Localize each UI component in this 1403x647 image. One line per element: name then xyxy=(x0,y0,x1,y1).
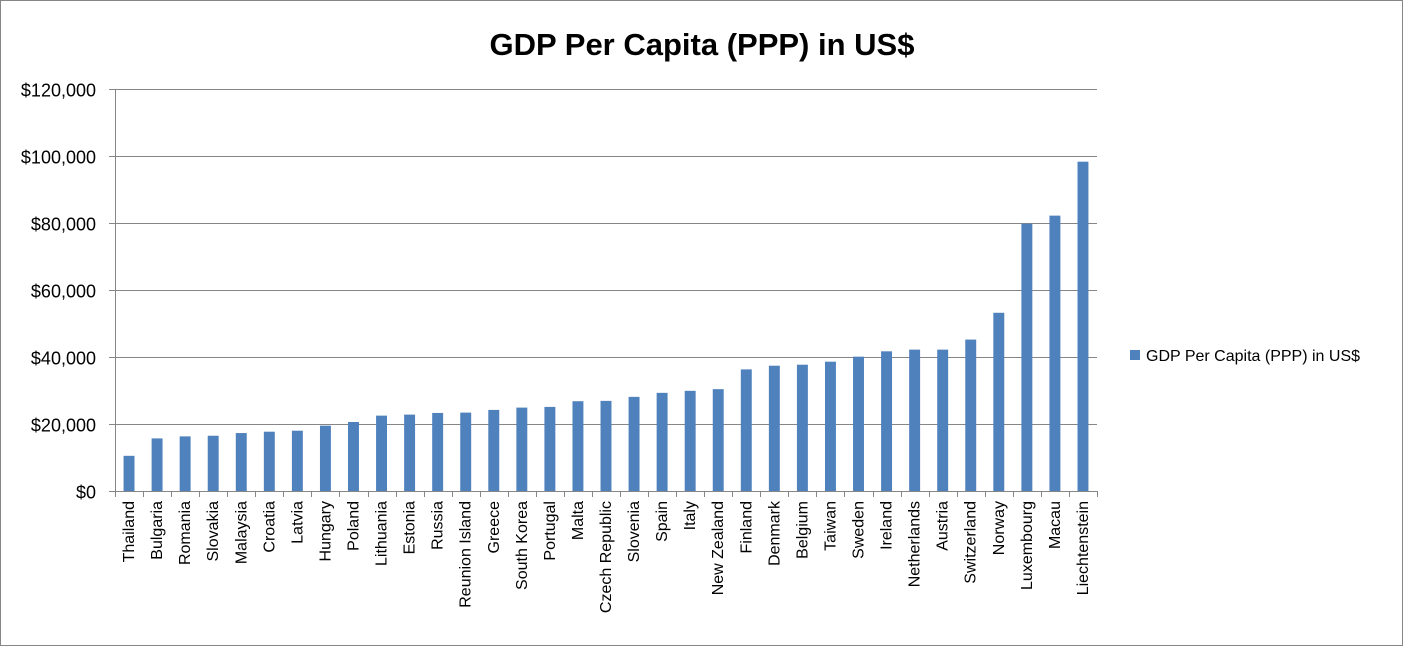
x-tick-label: Latvia xyxy=(289,501,306,544)
bar-sweden xyxy=(853,356,864,491)
bar-poland xyxy=(348,421,359,491)
x-tick-label: Greece xyxy=(486,501,503,554)
x-tick-label: Macau xyxy=(1047,501,1064,549)
legend: GDP Per Capita (PPP) in US$ xyxy=(1130,348,1360,365)
x-tick-label: Ireland xyxy=(879,501,896,550)
bar-hungary xyxy=(319,425,331,491)
bar-romania xyxy=(179,436,191,491)
x-tick-label: Luxembourg xyxy=(1019,501,1036,590)
x-tick-label: New Zealand xyxy=(710,501,727,595)
bar-luxembourg xyxy=(1021,223,1033,492)
x-tick-label: Russia xyxy=(430,501,447,550)
bar-denmark xyxy=(768,365,780,491)
bar-malaysia xyxy=(235,433,247,491)
x-tick-label: Liechtenstein xyxy=(1075,501,1092,595)
bar-croatia xyxy=(263,431,275,491)
bar-belgium xyxy=(796,364,808,491)
y-tick-label: $0 xyxy=(76,483,96,503)
bar-greece xyxy=(488,409,500,491)
x-tick-label: Taiwan xyxy=(822,501,839,551)
x-tick-label: Switzerland xyxy=(963,501,980,584)
bar-bulgaria xyxy=(151,438,163,491)
axes xyxy=(109,89,1098,497)
bar-switzerland xyxy=(965,339,977,491)
x-tick-label: Romania xyxy=(177,501,194,565)
bar-estonia xyxy=(404,414,416,491)
bar-reunion-island xyxy=(460,412,472,491)
y-tick-label: $20,000 xyxy=(31,416,96,436)
bar-finland xyxy=(740,369,752,491)
x-tick-label: Croatia xyxy=(261,501,278,553)
bar-lithuania xyxy=(376,415,388,492)
y-axis-tick-labels: $0 $20,000 $40,000 $60,000 $80,000 $100,000 $1… xyxy=(21,81,96,503)
bar-macau xyxy=(1049,215,1061,491)
bar-ireland xyxy=(881,351,893,491)
bar-thailand xyxy=(123,455,135,491)
bar-latvia xyxy=(291,430,303,491)
bar-portugal xyxy=(544,406,556,491)
chart-title: GDP Per Capita (PPP) in US$ xyxy=(490,27,915,62)
y-tick-label: $100,000 xyxy=(21,148,96,168)
y-tick-label: $80,000 xyxy=(31,215,96,235)
bars xyxy=(123,161,1089,492)
bar-new-zealand xyxy=(712,389,724,491)
x-tick-label: Austria xyxy=(935,501,952,551)
y-tick-label: $120,000 xyxy=(21,81,96,101)
bar-spain xyxy=(656,392,668,491)
x-tick-label: Poland xyxy=(345,501,362,551)
x-tick-label: Netherlands xyxy=(907,501,924,587)
bar-norway xyxy=(993,312,1005,491)
x-tick-label: Portugal xyxy=(542,501,559,561)
x-tick-label: Bulgaria xyxy=(149,501,166,560)
x-tick-label: Belgium xyxy=(794,501,811,559)
x-tick-label: Estonia xyxy=(402,501,419,554)
bar-slovakia xyxy=(207,435,219,491)
x-tick-label: Slovakia xyxy=(205,501,222,562)
x-tick-label: Denmark xyxy=(766,500,783,566)
x-tick-label: Finland xyxy=(738,501,755,553)
legend-swatch xyxy=(1130,350,1140,360)
x-tick-label: Slovenia xyxy=(626,501,643,562)
x-tick-label: Sweden xyxy=(851,501,868,559)
x-tick-label: South Korea xyxy=(514,501,531,590)
bar-netherlands xyxy=(909,349,921,491)
legend-label: GDP Per Capita (PPP) in US$ xyxy=(1146,348,1360,365)
y-tick-label: $40,000 xyxy=(31,349,96,369)
x-tick-label: Czech Republic xyxy=(598,501,615,613)
bar-malta xyxy=(572,401,584,491)
y-tick-label: $60,000 xyxy=(31,282,96,302)
x-tick-label: Lithuania xyxy=(374,501,391,566)
x-tick-label: Hungary xyxy=(317,501,334,561)
bar-liechtenstein xyxy=(1077,161,1089,491)
bar-russia xyxy=(432,412,444,491)
x-tick-label: Italy xyxy=(682,501,699,530)
x-tick-label: Reunion Island xyxy=(458,501,475,608)
bar-czech-republic xyxy=(600,400,612,491)
bar-italy xyxy=(684,390,696,491)
bar-taiwan xyxy=(824,361,836,491)
x-tick-label: Malaysia xyxy=(233,501,250,564)
bar-south-korea xyxy=(516,407,528,491)
gridlines xyxy=(115,89,1097,425)
x-tick-label: Malta xyxy=(570,501,587,540)
bar-slovenia xyxy=(628,396,640,491)
x-tick-label: Thailand xyxy=(121,501,138,562)
x-tick-label: Spain xyxy=(654,501,671,542)
bar-austria xyxy=(937,349,949,491)
x-axis-tick-labels: Thailand Bulgaria Romania Slovakia Malaysia C… xyxy=(121,500,1092,613)
x-tick-label: Norway xyxy=(991,501,1008,555)
